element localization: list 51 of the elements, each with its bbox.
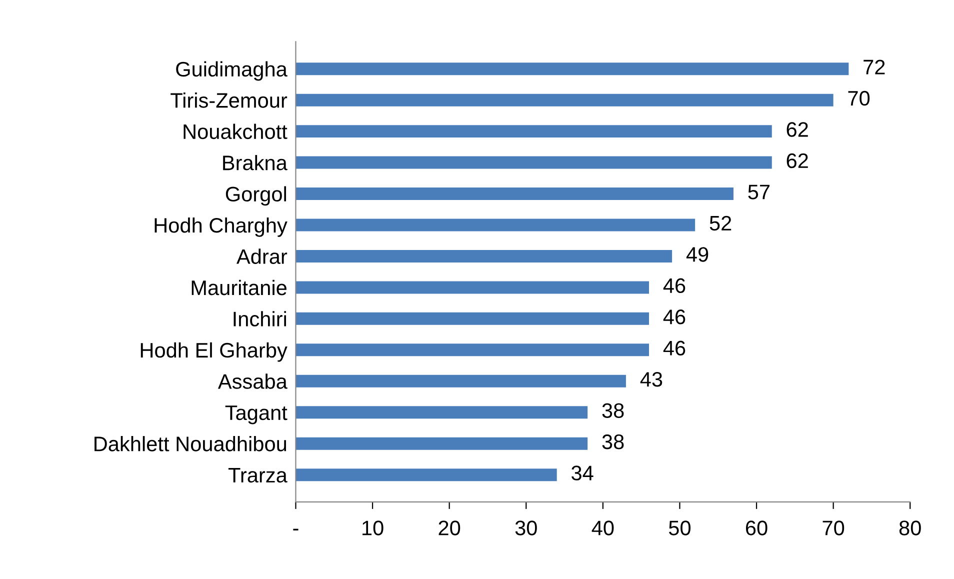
data-label: 57: [748, 184, 770, 200]
y-tick-label: Mauritanie: [192, 280, 286, 296]
x-tick-label: 40: [592, 520, 614, 536]
x-tick-label: 30: [515, 520, 537, 536]
data-label: 49: [686, 247, 708, 262]
x-tick-label: 50: [668, 520, 690, 536]
bar: [296, 188, 734, 200]
x-tick-label: -: [293, 528, 298, 530]
data-label: 34: [572, 466, 594, 480]
bar: [296, 250, 672, 262]
data-label: 38: [602, 434, 624, 450]
x-tick-label: 10: [362, 520, 384, 536]
data-label: 46: [663, 340, 686, 356]
bar: [296, 312, 650, 325]
y-tick-label: Hodh El Gharby: [140, 342, 288, 362]
x-tick-label: 60: [746, 520, 768, 536]
y-tick-label: Trarza: [228, 468, 288, 483]
bar: [296, 406, 588, 419]
data-label: 70: [848, 90, 870, 106]
bar: [296, 344, 650, 356]
data-label: 38: [602, 403, 624, 418]
bar: [296, 218, 696, 232]
bar: [296, 437, 588, 450]
y-tick-label: Inchiri: [234, 311, 286, 326]
y-tick-label: Tiris-Zemour: [170, 92, 288, 108]
x-tick-label: 70: [822, 520, 844, 536]
data-label: 62: [786, 122, 808, 137]
y-tick-label: Hodh Charghy: [154, 217, 288, 237]
bar: [296, 125, 772, 138]
y-tick-label: Dakhlett Nouadhibou: [94, 436, 286, 452]
bar: [296, 94, 834, 106]
bar: [296, 156, 772, 169]
data-label: 43: [640, 372, 662, 387]
bar: [296, 62, 849, 76]
bar: [296, 374, 626, 388]
data-label: 52: [710, 216, 732, 231]
bar: [296, 468, 557, 482]
data-label: 46: [663, 278, 686, 294]
y-tick-label: Tagant: [225, 406, 288, 424]
data-label: 62: [786, 153, 808, 168]
y-tick-label: Brakna: [223, 154, 288, 170]
y-tick-label: Adrar: [236, 248, 288, 264]
y-tick-label: Gorgol: [226, 186, 286, 206]
y-tick-label: Nouakchott: [184, 124, 288, 140]
data-label: 46: [663, 310, 686, 324]
y-tick-label: Assaba: [218, 374, 288, 389]
data-label: 72: [864, 60, 885, 74]
y-tick-label: Guidimagha: [176, 61, 288, 81]
x-tick-label: 80: [899, 520, 921, 536]
x-tick-label: 20: [438, 520, 460, 536]
bar: [296, 281, 650, 294]
